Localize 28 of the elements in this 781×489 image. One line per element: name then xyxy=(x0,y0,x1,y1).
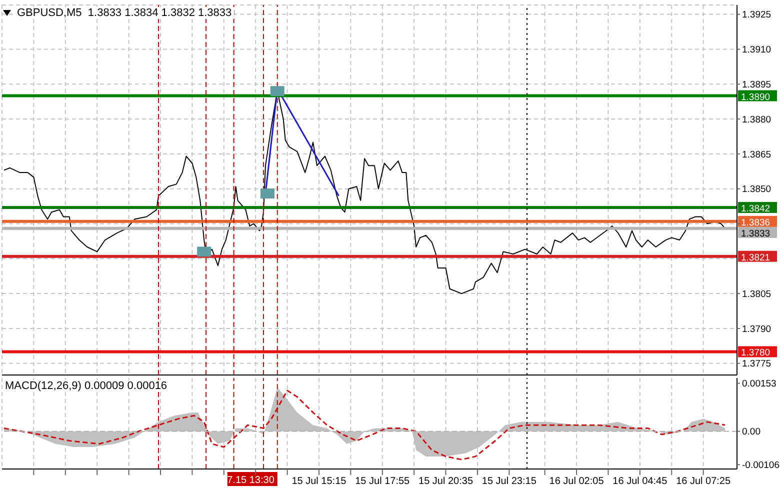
y-tick-label: 1.3850 xyxy=(742,184,772,196)
y-tick-label: 1.3895 xyxy=(742,79,772,90)
x-tick-label: 15 Jul 17:55 xyxy=(355,476,410,488)
ref-line-label: 1.3821 xyxy=(741,252,770,264)
ref-line-label: 1.3836 xyxy=(741,217,770,228)
ref-line-label: 1.3890 xyxy=(741,92,770,103)
y-tick-label: 1.3775 xyxy=(742,358,772,370)
y-tick-label: 1.3880 xyxy=(742,114,772,126)
y-tick-label: 1.3790 xyxy=(742,324,772,335)
y-tick-label: 0.00 xyxy=(742,426,760,438)
y-tick-label: 1.3805 xyxy=(742,288,772,300)
y-tick-label: -0.00106 xyxy=(742,460,780,471)
ref-line-label: 1.3833 xyxy=(741,228,770,240)
x-tick-label: 15 Jul 23:15 xyxy=(482,476,537,488)
y-tick-label: 1.3865 xyxy=(742,149,772,160)
chart-title: MACD(12,26,9) 0.00009 0.00016 xyxy=(3,380,170,392)
y-tick-label: 1.3925 xyxy=(742,10,772,21)
x-tick-label: 15 Jul 20:35 xyxy=(418,476,474,488)
ref-line-label: 1.3842 xyxy=(741,203,770,214)
ref-line-label: 7.15 13:30 xyxy=(227,475,275,486)
x-tick-label: 16 Jul 07:25 xyxy=(676,476,731,488)
y-tick-label: 1.3910 xyxy=(742,44,772,56)
x-tick-label: 16 Jul 04:45 xyxy=(612,476,668,488)
x-tick-label: 15 Jul 15:15 xyxy=(292,476,347,488)
y-tick-label: 0.00153 xyxy=(742,378,776,390)
ref-line-label: 1.3780 xyxy=(741,348,770,359)
x-tick-label: 16 Jul 02:05 xyxy=(549,476,604,488)
chart-title: GBPUSD,M5 1.3833 1.3834 1.3832 1.3833 xyxy=(15,7,234,19)
